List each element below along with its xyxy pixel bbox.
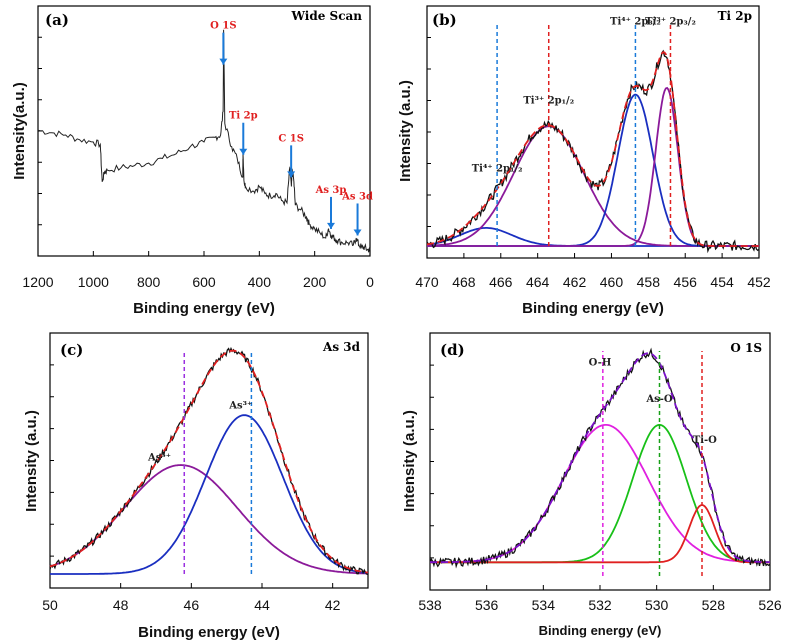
x-tick-label: 454 xyxy=(710,274,734,290)
peak-arrow-head xyxy=(239,148,248,155)
peak-label: O-H xyxy=(589,357,612,368)
fit-envelope-line xyxy=(426,51,759,247)
x-tick-label: 464 xyxy=(526,274,550,290)
fit-envelope-line xyxy=(430,352,771,564)
peak-label: Ti³⁺ 2p₁/₂ xyxy=(523,96,574,107)
panel-c-annotations: As⁵⁺ As³⁺ xyxy=(147,400,252,463)
panel-c-marks xyxy=(49,346,369,576)
panel-a-wide-scan: (a) Wide Scan 1200 1000 800 600 400 200 0 O 1S… xyxy=(11,5,374,317)
peak-label: C 1S xyxy=(278,133,304,144)
x-tick-label: 48 xyxy=(113,597,129,613)
panel-b-ylabel: Intensity (a.u.) xyxy=(397,80,414,182)
x-tick-label: 44 xyxy=(254,597,270,613)
x-tick-label: 534 xyxy=(532,597,556,613)
x-tick-label: 528 xyxy=(702,597,726,613)
component-as-o-curve xyxy=(430,424,770,564)
panel-d-o1s: (d) O 1S 538 536 534 532 530 528 526 O-H As-O Ti… xyxy=(401,332,782,638)
x-tick-label: 532 xyxy=(588,597,612,613)
panel-a-xlabel: Binding energy (eV) xyxy=(133,300,275,317)
peak-label: Ti⁴⁺ 2p₁/₂ xyxy=(472,163,523,174)
experimental-data-line xyxy=(426,49,760,254)
panel-a-letter: (a) xyxy=(45,11,69,29)
panel-a-ylabel: Intensity(a.u.) xyxy=(11,82,28,180)
x-tick-label: 456 xyxy=(674,274,698,290)
x-tick-label: 0 xyxy=(366,274,374,290)
component-ti3-2p1-2-curve xyxy=(427,125,759,247)
peak-label: As-O xyxy=(645,394,673,405)
panel-c-letter: (c) xyxy=(60,341,83,359)
component-ti3-2p3-2-curve xyxy=(427,86,759,247)
panel-a-marks xyxy=(37,29,371,253)
panel-d-letter: (d) xyxy=(440,341,465,359)
x-tick-label: 1000 xyxy=(78,274,109,290)
panel-b-xlabel: Binding energy (eV) xyxy=(522,300,664,317)
peak-arrow-head xyxy=(287,171,296,178)
x-tick-label: 470 xyxy=(415,274,439,290)
experimental-data-line xyxy=(49,346,369,576)
fit-envelope-line xyxy=(49,349,369,574)
panel-c-xlabel: Binding energy (eV) xyxy=(138,624,280,641)
panel-c-ylabel: Intensity (a.u.) xyxy=(23,410,40,512)
component-as3--curve xyxy=(50,414,369,575)
x-tick-label: 458 xyxy=(637,274,661,290)
panel-b-title: Ti 2p xyxy=(718,9,752,23)
panel-d-marks xyxy=(429,347,771,576)
x-tick-label: 460 xyxy=(600,274,624,290)
x-tick-label: 452 xyxy=(747,274,771,290)
panel-a-frame xyxy=(37,5,371,257)
x-tick-label: 46 xyxy=(184,597,200,613)
component-as5--curve xyxy=(49,464,368,575)
peak-label: O 1S xyxy=(210,21,236,32)
panel-d-xlabel: Binding energy (eV) xyxy=(539,623,662,638)
x-tick-label: 50 xyxy=(42,597,58,613)
x-tick-label: 800 xyxy=(137,274,161,290)
x-tick-label: 530 xyxy=(645,597,669,613)
panel-a-title: Wide Scan xyxy=(291,9,363,23)
x-tick-label: 538 xyxy=(418,597,442,613)
panel-b-letter: (b) xyxy=(432,11,457,29)
component-o-h-curve xyxy=(430,424,770,564)
panel-c-title: As 3d xyxy=(322,340,361,354)
panel-d-annotations: O-H As-O Ti-O xyxy=(589,357,718,446)
peak-arrow-head xyxy=(326,222,335,229)
x-tick-label: 42 xyxy=(325,597,341,613)
peak-label: Ti⁴⁺ 2p₃/₂ xyxy=(610,17,661,28)
peak-label: Ti-O xyxy=(693,435,717,446)
x-tick-label: 400 xyxy=(248,274,272,290)
x-tick-label: 200 xyxy=(303,274,327,290)
peak-arrow-head xyxy=(219,58,228,65)
x-tick-label: 600 xyxy=(192,274,216,290)
x-tick-label: 526 xyxy=(758,597,782,613)
x-tick-label: 468 xyxy=(452,274,476,290)
peak-label: As⁵⁺ xyxy=(147,453,171,464)
spectrum-line xyxy=(37,29,371,253)
panel-d-title: O 1S xyxy=(730,341,762,355)
component-ti-o-curve xyxy=(430,504,770,564)
peak-label: As 3d xyxy=(341,191,373,202)
panel-c-ticks: 50 48 46 44 42 xyxy=(42,364,341,613)
x-tick-label: 466 xyxy=(489,274,513,290)
panel-a-ticks: 1200 1000 800 600 400 200 0 xyxy=(22,36,374,290)
panel-b-ticks: 470 468 466 464 462 460 458 456 454 452 xyxy=(415,37,771,290)
panel-b-ti2p: (b) Ti 2p 470 468 466 464 462 460 458 456 454 452… xyxy=(397,5,771,317)
panel-d-ylabel: Intensity (a.u.) xyxy=(401,410,418,512)
peak-label: As 3p xyxy=(315,185,347,196)
peak-arrow-head xyxy=(353,229,362,236)
panel-c-as3d: (c) As 3d 50 48 46 44 42 As⁵⁺ As³⁺ Binding en… xyxy=(23,332,369,641)
x-tick-label: 1200 xyxy=(22,274,53,290)
panel-b-frame xyxy=(426,5,760,259)
peak-label: As³⁺ xyxy=(228,400,252,411)
peak-label: Ti³⁺ 2p₃/₂ xyxy=(645,17,696,28)
experimental-data-line xyxy=(429,347,771,569)
x-tick-label: 536 xyxy=(475,597,499,613)
panel-b-marks xyxy=(426,24,760,254)
peak-label: Ti 2p xyxy=(229,111,258,122)
panel-d-ticks: 538 536 534 532 530 528 526 xyxy=(418,364,782,613)
x-tick-label: 462 xyxy=(563,274,587,290)
